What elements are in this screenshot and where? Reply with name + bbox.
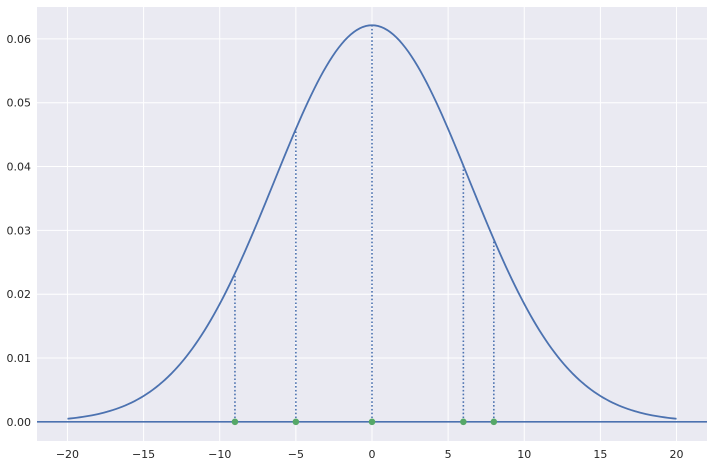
sample-point [292, 418, 300, 426]
sample-point [490, 418, 498, 426]
drop-lines [234, 25, 495, 422]
x-tick-label: 15 [593, 448, 607, 461]
x-axis-tick-labels: −20 −15 −10 −5 0 5 10 15 20 [56, 448, 684, 461]
y-tick-label: 0.00 [7, 416, 32, 429]
sample-point [460, 418, 467, 426]
x-tick-label: −15 [132, 448, 155, 461]
y-tick-label: 0.04 [7, 161, 32, 174]
x-tick-label: 0 [369, 448, 376, 461]
y-axis-tick-labels: 0.00 0.01 0.02 0.03 0.04 0.05 0.06 [7, 33, 32, 429]
y-tick-label: 0.03 [7, 224, 32, 237]
x-tick-label: 5 [445, 448, 452, 461]
x-tick-label: 20 [670, 448, 684, 461]
sample-points [231, 418, 498, 426]
x-tick-label: 10 [517, 448, 531, 461]
density-curve [67, 24, 677, 420]
x-tick-label: −5 [288, 448, 304, 461]
y-tick-label: 0.02 [7, 288, 32, 301]
y-tick-label: 0.01 [7, 352, 32, 365]
x-tick-label: −20 [56, 448, 79, 461]
y-tick-label: 0.06 [7, 33, 32, 46]
sample-point [231, 418, 239, 426]
x-tick-label: −10 [208, 448, 231, 461]
sample-point [368, 418, 376, 426]
y-tick-label: 0.05 [7, 97, 32, 110]
